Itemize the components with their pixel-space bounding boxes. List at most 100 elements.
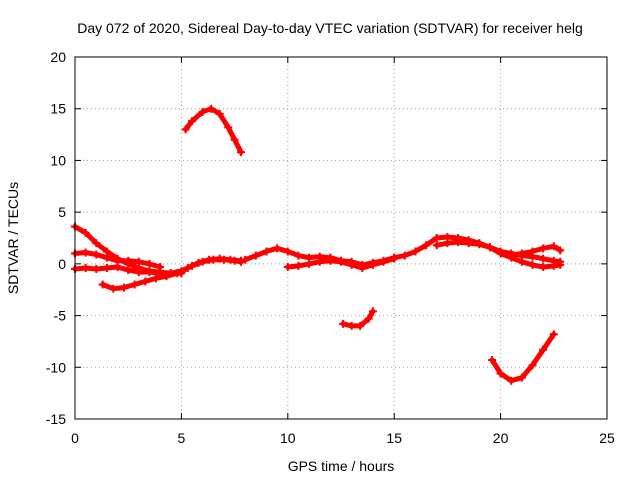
data-point: [337, 257, 345, 266]
data-point: [92, 265, 101, 274]
data-point: [109, 284, 118, 293]
data-point: [326, 256, 335, 265]
data-point: [134, 268, 143, 277]
data-point: [134, 257, 143, 266]
data-point: [181, 125, 190, 134]
data-point: [411, 247, 420, 256]
data-point: [379, 257, 388, 266]
data-point: [528, 361, 537, 370]
data-point: [283, 262, 292, 271]
data-point: [183, 263, 192, 272]
data-series-group: [71, 104, 565, 385]
data-point: [81, 228, 90, 237]
x-tick-label: 25: [599, 430, 615, 446]
data-point: [556, 260, 565, 269]
y-axis-label: SDTVAR / TECUs: [5, 182, 21, 294]
data-point: [236, 148, 245, 157]
data-point: [198, 107, 207, 116]
data-point: [241, 255, 250, 264]
data-point: [539, 345, 548, 354]
data-point: [92, 239, 101, 248]
series-arc-8: [432, 238, 565, 271]
data-point: [81, 263, 90, 272]
y-tick-label: 15: [50, 101, 66, 117]
chart-title: Day 072 of 2020, Sidereal Day-to-day VTE…: [77, 20, 583, 36]
y-tick-label: -15: [46, 411, 66, 427]
data-point: [485, 243, 494, 252]
data-point: [141, 277, 150, 286]
data-point: [224, 123, 233, 132]
data-point: [151, 274, 160, 283]
data-point: [92, 250, 101, 259]
data-point: [124, 266, 133, 275]
data-point: [347, 321, 356, 330]
data-point: [549, 330, 558, 339]
data-point: [130, 280, 139, 289]
y-tick-label: -5: [54, 308, 67, 324]
data-point: [194, 258, 203, 267]
data-point: [517, 249, 526, 258]
data-point: [556, 246, 565, 255]
data-point: [464, 239, 473, 248]
data-point: [162, 272, 171, 281]
data-point: [305, 259, 314, 268]
data-point: [339, 319, 348, 328]
series-arc-10: [339, 307, 377, 330]
data-point: [145, 268, 154, 277]
data-point: [226, 255, 235, 264]
data-point: [549, 261, 558, 270]
data-point: [188, 117, 197, 126]
data-point: [390, 254, 399, 263]
data-point: [454, 238, 463, 247]
data-point: [283, 247, 292, 256]
y-tick-label: 10: [50, 152, 66, 168]
data-point: [113, 262, 122, 271]
data-point: [432, 241, 441, 250]
y-tick-label: 5: [58, 204, 66, 220]
x-tick-label: 20: [493, 430, 509, 446]
data-point: [273, 244, 282, 253]
data-point: [517, 257, 526, 266]
y-tick-label: 0: [58, 256, 66, 272]
series-line: [183, 106, 244, 155]
axis-ticks: 0 5 10 15 20 25 -15 -10 -5 0 5 10 15 20: [46, 49, 615, 446]
data-point: [119, 283, 128, 292]
data-point: [539, 244, 548, 253]
series-arc-11: [488, 330, 558, 385]
data-point: [294, 251, 303, 260]
data-point: [347, 260, 356, 269]
data-point: [315, 257, 324, 266]
data-point: [173, 269, 182, 278]
data-point: [528, 260, 537, 269]
data-point: [507, 251, 516, 260]
x-tick-label: 0: [71, 430, 79, 446]
data-point: [432, 234, 441, 242]
y-tick-label: -10: [46, 359, 66, 375]
data-point: [124, 256, 133, 265]
data-point: [98, 280, 107, 289]
data-point: [368, 260, 377, 269]
data-point: [102, 263, 111, 272]
data-point: [251, 251, 260, 260]
data-point: [207, 104, 216, 113]
series-arc-7: [283, 254, 399, 272]
series-arc-5: [181, 104, 245, 157]
data-point: [528, 247, 537, 256]
data-point: [262, 247, 271, 256]
y-tick-label: 20: [50, 49, 66, 65]
x-tick-label: 15: [386, 430, 402, 446]
data-point: [215, 254, 224, 263]
data-point: [517, 373, 526, 382]
plot-frame: [74, 56, 608, 420]
x-tick-label: 10: [280, 430, 296, 446]
data-point: [496, 249, 505, 258]
data-point: [443, 239, 452, 248]
data-point: [496, 369, 505, 378]
data-point: [205, 255, 214, 264]
series-arc-4: [98, 254, 245, 293]
grid: [75, 57, 607, 419]
x-tick-label: 5: [178, 430, 186, 446]
data-point: [81, 248, 90, 257]
series-arc-9: [507, 242, 565, 260]
